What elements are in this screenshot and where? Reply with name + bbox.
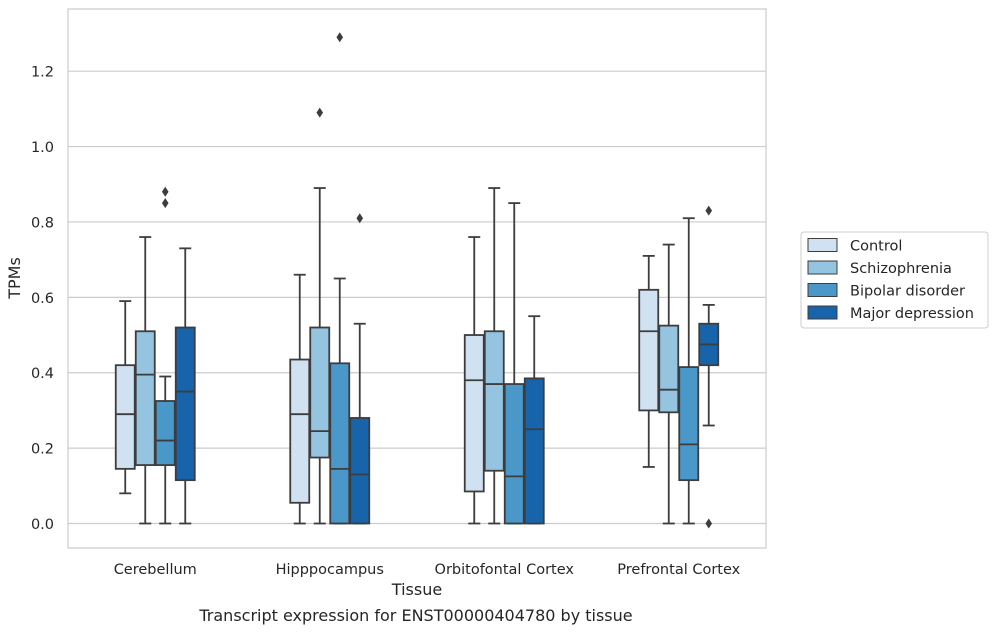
box-group: [658, 243, 680, 525]
box-iqr: [658, 324, 680, 414]
legend-label: Schizophrenia: [850, 261, 952, 277]
legend-label: Control: [850, 239, 902, 255]
y-tick-label: 1.2: [31, 65, 54, 81]
y-tick-label: 0.8: [31, 215, 54, 231]
box-iqr: [483, 330, 505, 472]
box-iqr: [174, 326, 196, 482]
box-iqr: [463, 334, 485, 493]
x-tick-label: Hipppocampus: [276, 562, 384, 578]
box-iqr: [309, 326, 331, 459]
y-tick-label: 0.2: [31, 442, 54, 458]
box-group: [349, 213, 371, 525]
y-tick-label: 0.6: [31, 291, 54, 307]
box-iqr: [289, 358, 311, 504]
outlier-point: [161, 186, 169, 197]
outlier-point: [705, 205, 713, 216]
box-iqr: [154, 400, 176, 466]
x-tick-label: Prefrontal Cortex: [617, 562, 740, 578]
box-iqr: [114, 364, 136, 470]
box-group: [289, 273, 311, 525]
box-group: [154, 186, 176, 525]
x-tick-label: Cerebellum: [114, 562, 197, 578]
box-iqr: [503, 383, 525, 525]
box-iqr: [678, 366, 700, 482]
box-group: [329, 32, 351, 525]
legend-swatch: [807, 283, 838, 297]
legend: Control Schizophrenia Bipolar disorder Majo…: [800, 231, 989, 329]
box-group: [503, 202, 525, 525]
outlier-point: [336, 32, 344, 43]
x-axis-label: Tissue: [391, 580, 442, 599]
box-plot-series: [114, 32, 720, 529]
legend-label: Bipolar disorder: [850, 284, 965, 300]
legend-frame: [800, 231, 989, 329]
y-tick-label: 0.0: [31, 517, 54, 533]
box-group: [638, 254, 660, 468]
box-group: [309, 107, 331, 525]
legend-swatch: [807, 238, 838, 252]
legend-swatch: [807, 305, 838, 320]
outlier-point: [316, 107, 324, 118]
box-group: [114, 300, 136, 495]
box-group: [523, 315, 545, 525]
box-group: [678, 217, 700, 525]
box-iqr: [349, 417, 371, 525]
box-group: [134, 236, 156, 525]
outlier-point: [356, 213, 364, 224]
y-tick-labels: 0.0 0.2 0.4 0.6 0.8 1.0 1.2: [31, 65, 54, 533]
y-axis-label: TPMs: [5, 257, 24, 300]
box-group: [463, 236, 485, 525]
legend-swatch: [807, 260, 838, 275]
x-tick-label: Orbitofontal Cortex: [435, 562, 575, 578]
box-iqr: [523, 377, 545, 525]
x-tick-labels: Cerebellum Hipppocampus Orbitofontal Corte…: [114, 562, 741, 578]
y-tick-label: 1.0: [31, 140, 54, 156]
outlier-point: [705, 518, 713, 529]
box-iqr: [638, 288, 660, 412]
outlier-point: [161, 198, 169, 209]
plot-area-frame: [67, 8, 767, 549]
box-group: [174, 247, 196, 525]
box-iqr: [329, 362, 351, 525]
legend-label: Major depression: [850, 306, 974, 322]
box-group: [483, 187, 505, 525]
box-group: [698, 205, 720, 529]
figure-caption: Transcript expression for ENST0000040478…: [199, 606, 633, 625]
y-tick-label: 0.4: [31, 366, 54, 382]
box-iqr: [134, 330, 156, 466]
